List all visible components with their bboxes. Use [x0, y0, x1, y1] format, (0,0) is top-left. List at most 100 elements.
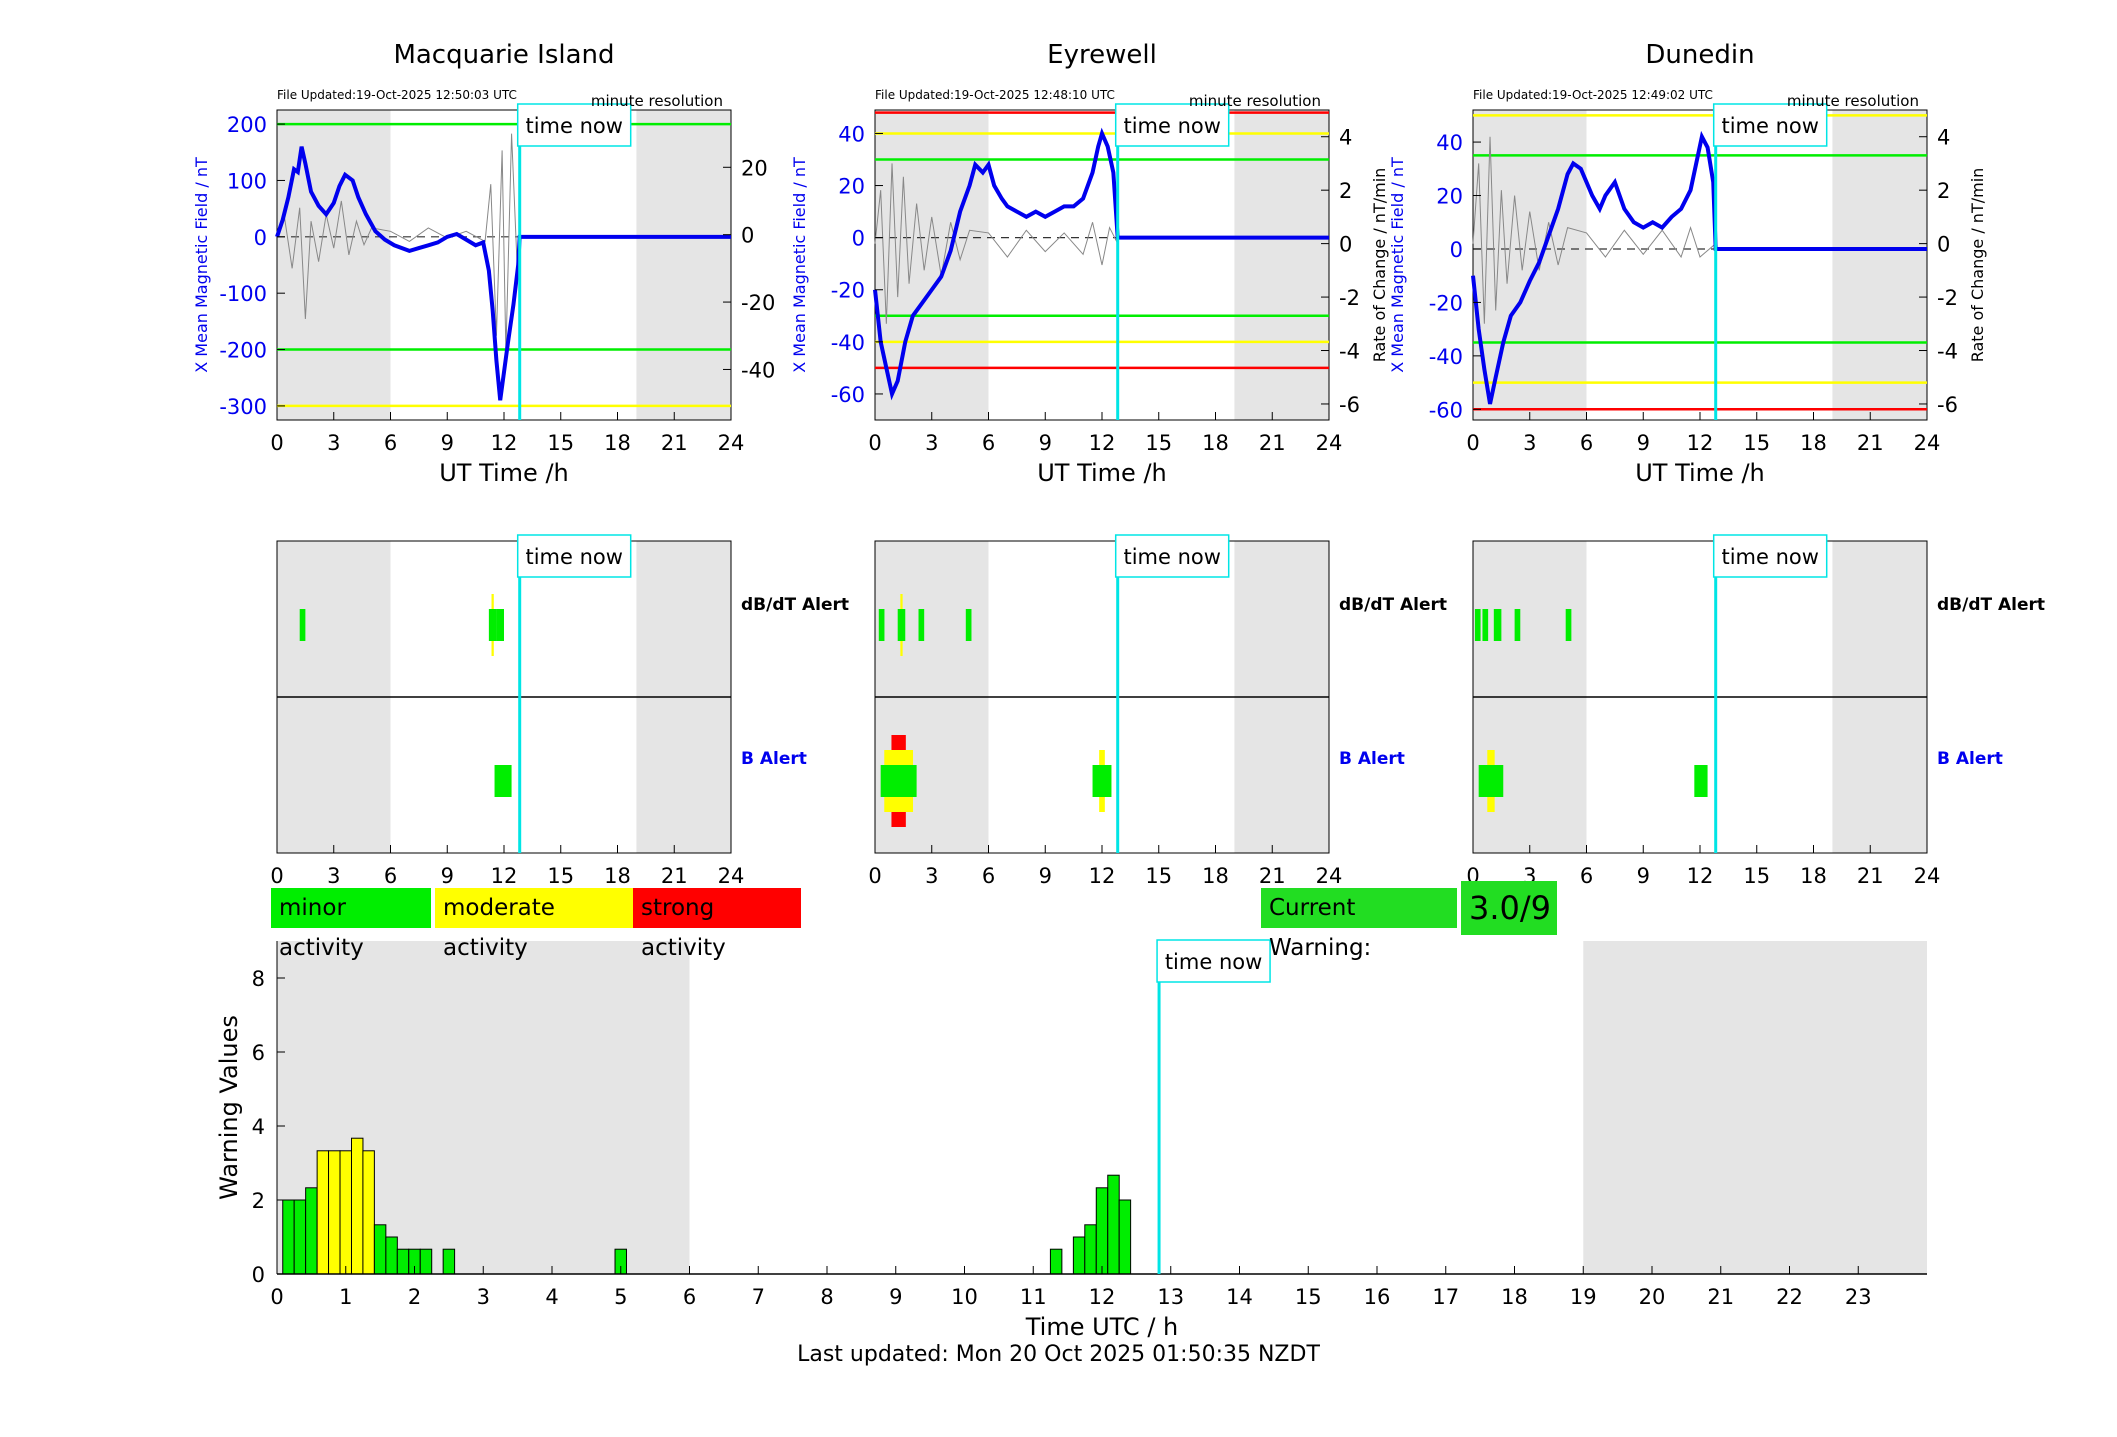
ytick-right-label-0-0: 20	[741, 156, 768, 180]
time-now-box-top-1	[1114, 103, 1230, 147]
warning-xtick-label-16: 16	[1364, 1285, 1391, 1309]
warning-bar-19	[1107, 1174, 1120, 1275]
warning-bar-18	[1095, 1187, 1109, 1275]
xtick-label-1-2: 6	[982, 431, 995, 455]
ytick-left-label-2-0: 40	[1436, 131, 1463, 155]
ytick-left-label-2-5: -60	[1429, 398, 1463, 422]
alert-xtick-label-1-7: 21	[1259, 864, 1286, 888]
ytick-left-label-0-0: 200	[227, 113, 267, 137]
time-now-label-top-2: time now	[1721, 114, 1818, 138]
resolution-2: minute resolution	[1787, 92, 1919, 110]
warning-xtick-label-15: 15	[1295, 1285, 1322, 1309]
alert-dbdt-minor-2-4	[1565, 609, 1572, 641]
xtick-label-2-1: 3	[1523, 431, 1536, 455]
ytick-left-label-0-4: -200	[219, 339, 267, 363]
legend-moderate: moderate activity	[435, 888, 633, 961]
alert-xtick-label-1-8: 24	[1316, 864, 1343, 888]
ytick-right-label-1-3: -2	[1339, 286, 1360, 310]
ylabel-left-2: X Mean Magnetic Field / nT	[1388, 157, 1407, 373]
warning-xtick-label-22: 22	[1776, 1285, 1803, 1309]
ytick-left-label-2-2: 0	[1450, 238, 1463, 262]
time-now-label-mid-2: time now	[1721, 545, 1818, 569]
alert-xtick-label-2-2: 6	[1580, 864, 1593, 888]
alert-xtick-label-0-0: 0	[270, 864, 283, 888]
legend-minor-label: minor activity	[279, 895, 364, 961]
alert-xtick-label-0-7: 21	[661, 864, 688, 888]
alert-dbdt-minor-0-0	[299, 609, 306, 641]
xtick-label-1-8: 24	[1316, 431, 1343, 455]
alert-xtick-label-2-3: 9	[1637, 864, 1650, 888]
xtick-label-1-3: 9	[1039, 431, 1052, 455]
ytick-left-label-0-1: 100	[227, 169, 267, 193]
alert-xtick-label-0-2: 6	[384, 864, 397, 888]
dbdt-row-label-1: dB/dT Alert	[1339, 595, 1447, 615]
alert-xtick-label-0-6: 18	[604, 864, 631, 888]
warning-xtick-label-5: 5	[614, 1285, 627, 1309]
ytick-right-label-2-3: -2	[1937, 286, 1958, 310]
alert-xtick-label-2-6: 18	[1800, 864, 1827, 888]
xtick-label-1-1: 3	[925, 431, 938, 455]
alert-xtick-label-1-2: 6	[982, 864, 995, 888]
warning-bar-9	[385, 1236, 398, 1275]
xtick-label-2-6: 18	[1800, 431, 1827, 455]
ytick-left-label-1-5: -60	[831, 383, 865, 407]
xtick-label-1-5: 15	[1145, 431, 1172, 455]
warning-ytick-label-1: 2	[252, 1189, 265, 1213]
warning-xtick-label-19: 19	[1570, 1285, 1597, 1309]
ytick-right-label-2-2: 0	[1937, 233, 1950, 257]
alert-dbdt-minor-1-0	[878, 609, 885, 641]
warning-bar-4	[328, 1150, 341, 1275]
ytick-right-label-1-1: 2	[1339, 179, 1352, 203]
time-now-box-bottom	[1156, 939, 1271, 983]
alert-dbdt-minor-0-2	[496, 609, 504, 641]
warning-xtick-label-13: 13	[1157, 1285, 1184, 1309]
xtick-label-1-6: 18	[1202, 431, 1229, 455]
alert-dbdt-minor-2-3	[1514, 609, 1521, 641]
xtick-label-2-7: 21	[1857, 431, 1884, 455]
alert-dbdt-minor-1-2	[918, 609, 925, 641]
warning-xtick-label-4: 4	[545, 1285, 558, 1309]
ytick-right-label-1-0: 4	[1339, 126, 1352, 150]
alert-b-minor-1-0	[880, 765, 917, 797]
b-row-label-2: B Alert	[1937, 749, 2003, 769]
b-row-label-0: B Alert	[741, 749, 807, 769]
alert-xtick-label-1-5: 15	[1145, 864, 1172, 888]
alert-xtick-label-1-6: 18	[1202, 864, 1229, 888]
warning-xtick-label-8: 8	[820, 1285, 833, 1309]
ytick-left-label-1-3: -20	[831, 279, 865, 303]
alert-xtick-label-1-1: 3	[925, 864, 938, 888]
legend-moderate-label: moderate activity	[443, 895, 555, 961]
xtick-label-0-0: 0	[270, 431, 283, 455]
ytick-right-label-2-5: -6	[1937, 393, 1958, 417]
warning-bar-15	[1049, 1248, 1063, 1275]
xtick-label-0-2: 6	[384, 431, 397, 455]
b-row-label-1: B Alert	[1339, 749, 1405, 769]
station-title-2: Dunedin	[1645, 40, 1754, 70]
ytick-left-label-2-3: -20	[1429, 291, 1463, 315]
night-shade-2-1	[1832, 110, 1927, 420]
warning-ytick-label-2: 4	[252, 1115, 265, 1139]
warning-bar-13	[442, 1248, 456, 1275]
file-updated-1: File Updated:19-Oct-2025 12:48:10 UTC	[875, 88, 1115, 102]
warning-xtick-label-9: 9	[889, 1285, 902, 1309]
alert-dbdt-minor-1-3	[965, 609, 972, 641]
ytick-left-label-0-3: -100	[219, 282, 267, 306]
alert-xtick-label-0-3: 9	[441, 864, 454, 888]
ytick-right-label-1-2: 0	[1339, 233, 1352, 257]
warning-bar-7	[362, 1150, 375, 1275]
legend-strong-label: strong activity	[641, 895, 726, 961]
xtick-label-2-0: 0	[1466, 431, 1479, 455]
time-now-label-mid-1: time now	[1123, 545, 1220, 569]
field-series-2	[1471, 130, 1927, 405]
warning-bar-3	[316, 1150, 330, 1275]
alert-dbdt-minor-0-1	[488, 609, 497, 641]
warning-bar-1	[293, 1199, 307, 1275]
ytick-left-label-1-1: 20	[838, 175, 865, 199]
current-warning-label: Current Warning:	[1261, 888, 1457, 961]
time-now-label-bottom: time now	[1165, 950, 1262, 974]
alert-b-minor-2-0	[1478, 765, 1504, 797]
warning-xtick-label-12: 12	[1089, 1285, 1116, 1309]
time-now-label-mid-0: time now	[525, 545, 622, 569]
ytick-left-label-1-2: 0	[852, 227, 865, 251]
